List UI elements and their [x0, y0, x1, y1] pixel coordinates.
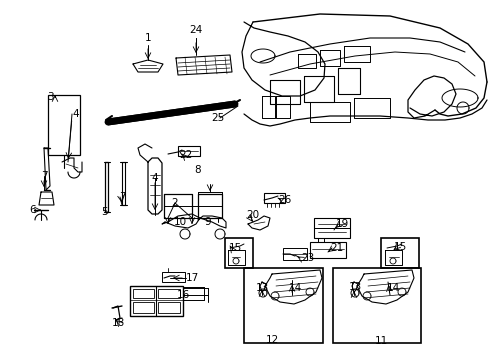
Bar	[158, 289, 180, 298]
Text: 13: 13	[347, 282, 361, 292]
Text: 17: 17	[185, 273, 198, 283]
Bar	[224, 238, 252, 268]
Text: 15: 15	[228, 243, 241, 253]
Bar	[313, 218, 349, 238]
Text: 7: 7	[41, 171, 47, 181]
Text: 19: 19	[335, 219, 348, 229]
Text: 25: 25	[211, 113, 224, 123]
Bar	[178, 146, 200, 156]
Text: 21: 21	[330, 243, 343, 253]
Bar	[133, 289, 154, 298]
Bar	[162, 272, 184, 282]
Text: 18: 18	[111, 318, 124, 328]
Text: 4: 4	[73, 109, 79, 119]
Text: 8: 8	[194, 165, 201, 175]
Text: 11: 11	[374, 336, 387, 346]
Text: 13: 13	[255, 283, 268, 293]
Text: 1: 1	[144, 33, 151, 43]
Bar	[332, 268, 420, 343]
Text: 2: 2	[171, 198, 178, 208]
Bar	[264, 193, 285, 203]
Text: 3: 3	[46, 92, 53, 102]
Bar	[309, 242, 346, 258]
Text: 5: 5	[102, 207, 108, 217]
Text: 9: 9	[204, 217, 211, 227]
Text: 4: 4	[151, 173, 158, 183]
Text: 15: 15	[392, 242, 406, 252]
Text: 24: 24	[189, 25, 202, 35]
Text: 26: 26	[278, 195, 291, 205]
Bar	[130, 286, 183, 316]
Bar	[133, 302, 154, 313]
Text: 16: 16	[176, 290, 189, 300]
Text: 14: 14	[288, 283, 301, 293]
Bar	[158, 302, 180, 313]
Bar	[283, 248, 306, 260]
Text: 6: 6	[30, 205, 36, 215]
Text: 14: 14	[386, 283, 399, 293]
Bar	[244, 268, 323, 343]
Text: 22: 22	[179, 150, 192, 160]
Bar	[48, 95, 80, 155]
Bar	[380, 238, 418, 268]
Text: 10: 10	[173, 217, 186, 227]
Text: 12: 12	[265, 335, 278, 345]
Text: 7: 7	[119, 192, 125, 202]
Text: 23: 23	[301, 253, 314, 263]
Text: 20: 20	[246, 210, 259, 220]
